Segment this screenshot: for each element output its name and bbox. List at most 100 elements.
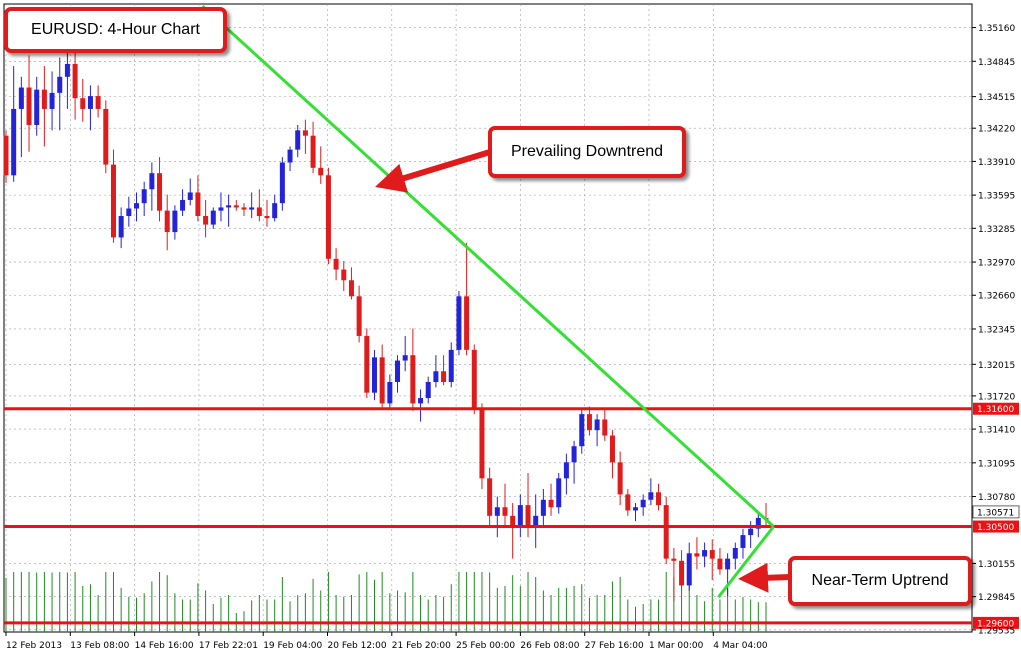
candle-body xyxy=(686,553,692,586)
candle-body xyxy=(510,515,516,527)
y-tick-label: 1.32345 xyxy=(978,325,1015,335)
candle-body xyxy=(502,507,508,516)
y-tick-label: 1.32015 xyxy=(978,361,1015,371)
level-price-label: 1.30500 xyxy=(977,523,1014,533)
candle-body xyxy=(702,550,708,557)
candle-body xyxy=(49,92,55,109)
candle-body xyxy=(433,371,439,382)
current-price-tag xyxy=(972,505,1020,519)
candle-body xyxy=(18,87,24,109)
candle-body xyxy=(134,203,140,209)
uptrend-trendline xyxy=(717,525,775,599)
y-tick-label: 1.30780 xyxy=(978,493,1015,503)
candle-body xyxy=(548,499,554,508)
candle-body xyxy=(11,108,17,176)
candle-body xyxy=(709,550,715,559)
candle-body xyxy=(41,89,47,109)
candle-body xyxy=(694,553,700,557)
y-tick-label: 1.31095 xyxy=(978,459,1015,469)
candle-body xyxy=(648,492,654,500)
x-tick-label: 19 Feb 04:00 xyxy=(263,641,322,651)
candle-body xyxy=(464,296,470,350)
candle-body xyxy=(264,216,270,219)
candle-body xyxy=(64,63,70,77)
candle-body xyxy=(671,558,677,561)
y-tick-label: 1.31410 xyxy=(978,426,1015,436)
candle-body xyxy=(371,357,377,393)
y-tick-label: 1.35160 xyxy=(978,24,1015,34)
candle-body xyxy=(625,494,631,511)
y-tick-label: 1.34845 xyxy=(978,58,1015,68)
x-tick-label: 20 Feb 12:00 xyxy=(328,641,387,651)
candle-body xyxy=(632,507,638,511)
candle-body xyxy=(310,135,316,168)
candle-body xyxy=(418,398,424,404)
y-tick-label: 1.29535 xyxy=(978,626,1015,636)
candle-body xyxy=(395,360,401,382)
candle-body xyxy=(755,517,761,529)
candle-body xyxy=(233,205,239,208)
downtrend-trendline xyxy=(201,5,775,528)
candle-body xyxy=(748,528,754,536)
candle-body xyxy=(287,149,293,163)
candle-body xyxy=(26,87,32,125)
candle-body xyxy=(157,173,163,211)
candle-body xyxy=(379,357,385,404)
y-tick-label: 1.34220 xyxy=(978,125,1015,135)
candle-body xyxy=(717,558,723,570)
candle-body xyxy=(118,216,124,238)
candle-body xyxy=(180,199,186,211)
x-tick-label: 4 Mar 04:00 xyxy=(713,641,768,651)
candle-body xyxy=(172,210,178,233)
x-tick-label: 26 Feb 08:00 xyxy=(520,641,579,651)
candle-body xyxy=(341,269,347,281)
candle-body xyxy=(609,435,615,463)
candle-body xyxy=(387,381,393,404)
y-axis: 1.35160 1.34845 1.34515 1.34220 1.33910 1.335… xyxy=(972,24,1015,636)
chart-title: EURUSD: 4-Hour Chart xyxy=(31,21,200,38)
candle-body xyxy=(640,499,646,508)
trendlines xyxy=(201,5,775,599)
candle-body xyxy=(425,381,431,399)
candle-body xyxy=(195,192,201,217)
callout-arrows xyxy=(375,149,791,593)
x-tick-label: 14 Feb 16:00 xyxy=(135,641,194,651)
candle-body xyxy=(318,167,324,176)
candle-body xyxy=(540,499,546,516)
candle-body xyxy=(110,164,116,238)
candle-body xyxy=(241,207,247,210)
candle-body xyxy=(87,96,93,109)
x-tick-label: 27 Feb 16:00 xyxy=(585,641,644,651)
candle-body xyxy=(679,560,685,586)
y-tick-label: 1.34515 xyxy=(978,93,1015,103)
x-tick-label: 25 Feb 00:00 xyxy=(456,641,515,651)
support-resistance-levels: 1.31600 1.30500 1.29600 1.30571 xyxy=(4,402,1020,629)
x-tick-label: 21 Feb 20:00 xyxy=(392,641,451,651)
candle-body xyxy=(441,371,447,382)
candle-body xyxy=(302,130,308,136)
candle-body xyxy=(279,162,285,204)
uptrend-arrow xyxy=(738,562,791,593)
candle-body xyxy=(471,349,477,409)
candle-body xyxy=(325,175,331,259)
candle-body xyxy=(34,89,40,125)
level-price-tag xyxy=(973,402,1019,415)
candle-body xyxy=(226,205,232,208)
candle-body xyxy=(3,135,9,176)
candle-body xyxy=(725,558,731,570)
x-tick-label: 17 Feb 22:01 xyxy=(199,641,258,651)
candle-body xyxy=(563,462,569,479)
candle-body xyxy=(149,173,155,190)
uptrend-label: Near-Term Uptrend xyxy=(811,572,949,589)
x-axis: 12 Feb 2013 13 Feb 08:00 14 Feb 16:00 17 Fe… xyxy=(5,632,768,651)
candle-body xyxy=(356,296,362,336)
y-tick-label: 1.32660 xyxy=(978,292,1015,302)
level-price-label: 1.31600 xyxy=(977,405,1014,415)
candle-body xyxy=(602,419,608,436)
candle-body xyxy=(333,258,339,270)
downtrend-callout: Prevailing Downtrend xyxy=(488,126,686,178)
candle-body xyxy=(617,462,623,495)
candle-body xyxy=(448,349,454,382)
